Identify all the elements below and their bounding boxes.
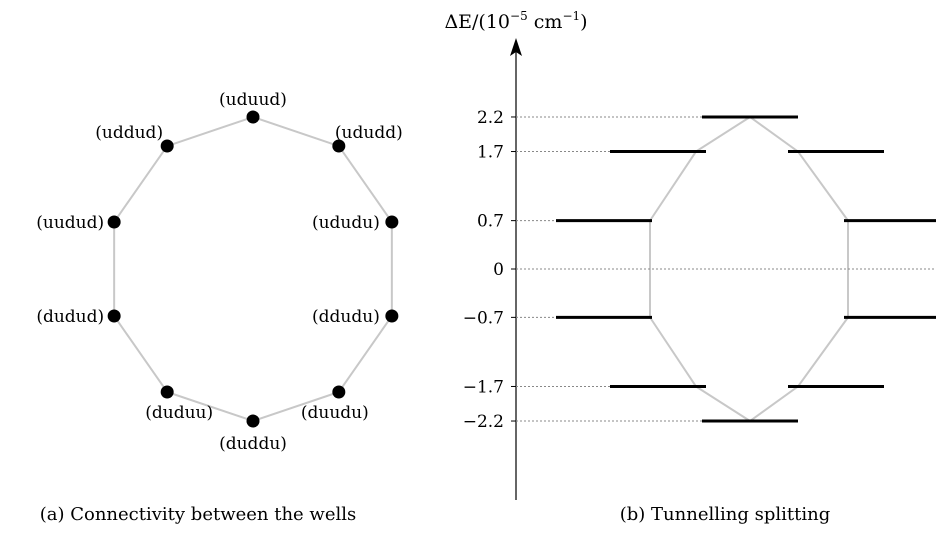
well-node <box>246 110 260 124</box>
y-tick-label: −0.7 <box>463 308 504 328</box>
well-label: (ddudu) <box>312 307 380 327</box>
well-label: (dudud) <box>36 307 104 327</box>
y-tick-label: 0 <box>493 260 504 280</box>
y-tick-label: −1.7 <box>463 377 504 397</box>
well-node <box>332 139 346 153</box>
well-node <box>385 215 399 229</box>
well-label: (duduu) <box>145 403 213 423</box>
y-tick-label: 1.7 <box>477 143 504 163</box>
well-node <box>332 385 346 399</box>
well-label: (uddud) <box>95 123 163 143</box>
y-axis-arrow-icon <box>510 38 522 56</box>
connectivity-ring <box>113 115 393 423</box>
well-node <box>160 385 174 399</box>
caption-a: (a) Connectivity between the wells <box>40 504 357 525</box>
well-label: (duudu) <box>301 403 369 423</box>
well-label: (uudud) <box>36 213 104 233</box>
well-node <box>107 309 121 323</box>
y-tick-label: 0.7 <box>477 212 504 232</box>
well-label: (ududu) <box>312 213 380 233</box>
y-axis-label: ΔE/(10−5 cm−1) <box>444 9 587 33</box>
panel-a-connectivity: (uduud) (ududd) (ududu) (ddudu) (duudu) (dudd… <box>36 90 402 525</box>
well-node <box>160 139 174 153</box>
panel-b-tunnelling-splitting: ΔE/(10−5 cm−1) 2.2 1.7 0.7 0 −0.7 −1.7 −2.2 (b… <box>444 9 936 525</box>
y-tick-label: −2.2 <box>463 412 504 432</box>
y-tick-label: 2.2 <box>477 108 504 128</box>
well-label: (duddu) <box>219 434 287 454</box>
well-label: (ududd) <box>335 123 403 143</box>
caption-b: (b) Tunnelling splitting <box>620 504 830 525</box>
well-node <box>107 215 121 229</box>
well-label: (uduud) <box>219 90 287 110</box>
well-node <box>385 309 399 323</box>
well-node <box>246 414 260 428</box>
